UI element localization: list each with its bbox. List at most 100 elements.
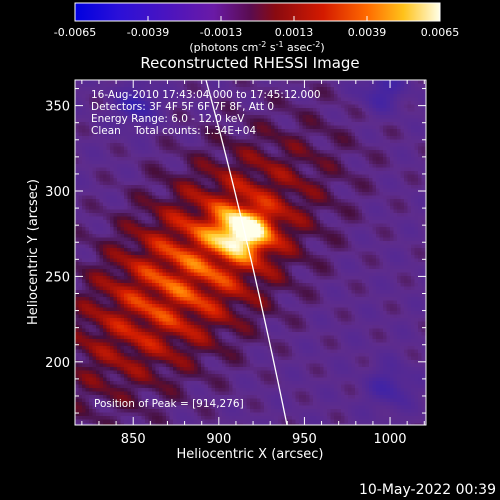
heatmap-cell <box>418 104 422 109</box>
heatmap-cell <box>285 139 289 144</box>
heatmap-cell <box>379 125 384 130</box>
heatmap-cell <box>313 220 317 224</box>
heatmap-cell <box>106 209 111 214</box>
heatmap-cell <box>162 188 167 193</box>
heatmap-cell <box>369 97 373 102</box>
heatmap-cell <box>369 146 373 151</box>
heatmap-cell <box>246 83 251 88</box>
heatmap-cell <box>341 237 345 242</box>
heatmap-cell <box>313 157 317 161</box>
heatmap-cell <box>117 111 121 116</box>
heatmap-cell <box>281 209 286 214</box>
heatmap-cell <box>232 83 237 88</box>
heatmap-cell <box>229 129 233 133</box>
heatmap-cell <box>299 80 303 84</box>
heatmap-cell <box>113 157 118 161</box>
heatmap-cell <box>113 230 118 235</box>
heatmap-cell <box>316 118 321 123</box>
heatmap-cell <box>183 157 188 161</box>
heatmap-cell <box>267 167 272 172</box>
heatmap-cell <box>397 227 401 231</box>
heatmap-cell <box>180 181 184 186</box>
heatmap-cell <box>309 111 314 116</box>
heatmap-cell <box>131 171 135 175</box>
heatmap-cell <box>271 136 275 140</box>
heatmap-cell <box>271 108 275 112</box>
heatmap-cell <box>85 174 90 179</box>
heatmap-cell <box>204 202 209 207</box>
heatmap-cell <box>330 230 335 235</box>
heatmap-cell <box>327 94 331 98</box>
heatmap-cell <box>362 108 366 112</box>
heatmap-cell <box>278 216 282 221</box>
heatmap-cell <box>225 132 230 137</box>
heatmap-cell <box>124 167 128 172</box>
heatmap-cell <box>155 118 160 123</box>
heatmap-cell <box>306 220 310 224</box>
heatmap-cell <box>250 185 254 189</box>
heatmap-cell <box>390 122 394 126</box>
heatmap-cell <box>82 188 86 193</box>
heatmap-cell <box>89 199 93 203</box>
heatmap-cell <box>89 206 93 210</box>
heatmap-cell <box>250 101 254 105</box>
heatmap-cell <box>306 122 310 126</box>
heatmap-cell <box>225 108 230 112</box>
heatmap-cell <box>211 230 216 235</box>
heatmap-cell <box>330 132 335 137</box>
heatmap-cell <box>232 178 237 182</box>
heatmap-cell <box>232 111 237 116</box>
heatmap-cell <box>75 80 79 84</box>
heatmap-cell <box>404 241 408 245</box>
heatmap-cell <box>351 129 356 133</box>
heatmap-cell <box>260 223 265 228</box>
heatmap-cell <box>372 129 377 133</box>
heatmap-cell <box>327 143 331 147</box>
heatmap-cell <box>260 122 265 126</box>
heatmap-cell <box>78 139 83 144</box>
heatmap-cell <box>159 209 163 214</box>
heatmap-cell <box>393 104 398 109</box>
heatmap-cell <box>365 136 370 140</box>
heatmap-cell <box>309 129 314 133</box>
heatmap-cell <box>379 111 384 116</box>
heatmap-cell <box>292 108 296 112</box>
heatmap-cell <box>358 220 363 224</box>
heatmap-cell <box>180 160 184 165</box>
heatmap-cell <box>320 202 324 207</box>
heatmap-cell <box>414 230 419 235</box>
heatmap-cell <box>187 167 191 172</box>
heatmap-cell <box>330 111 335 116</box>
heatmap-cell <box>162 185 167 189</box>
heatmap-cell <box>411 213 415 217</box>
heatmap-cell <box>421 115 426 119</box>
heatmap-cell <box>222 171 226 175</box>
heatmap-cell <box>106 94 111 98</box>
heatmap-cell <box>407 223 412 228</box>
heatmap-cell <box>250 139 254 144</box>
heatmap-cell <box>78 94 83 98</box>
heatmap-cell <box>131 122 135 126</box>
heatmap-cell <box>159 251 163 256</box>
heatmap-cell <box>152 94 156 98</box>
heatmap-cell <box>215 199 219 203</box>
heatmap-cell <box>341 171 345 175</box>
heatmap-cell <box>141 251 146 256</box>
heatmap-cell <box>222 136 226 140</box>
heatmap-cell <box>155 185 160 189</box>
heatmap-cell <box>421 174 426 179</box>
heatmap-cell <box>138 174 142 179</box>
heatmap-cell <box>180 150 184 154</box>
heatmap-cell <box>264 192 268 196</box>
heatmap-cell <box>145 101 149 105</box>
heatmap-cell <box>295 199 300 203</box>
heatmap-cell <box>316 115 321 119</box>
heatmap-cell <box>201 122 205 126</box>
heatmap-cell <box>358 237 363 242</box>
heatmap-cell <box>337 146 342 151</box>
heatmap-cell <box>103 181 107 186</box>
heatmap-cell <box>148 129 153 133</box>
heatmap-cell <box>78 125 83 130</box>
heatmap-cell <box>386 220 391 224</box>
heatmap-cell <box>159 104 163 109</box>
